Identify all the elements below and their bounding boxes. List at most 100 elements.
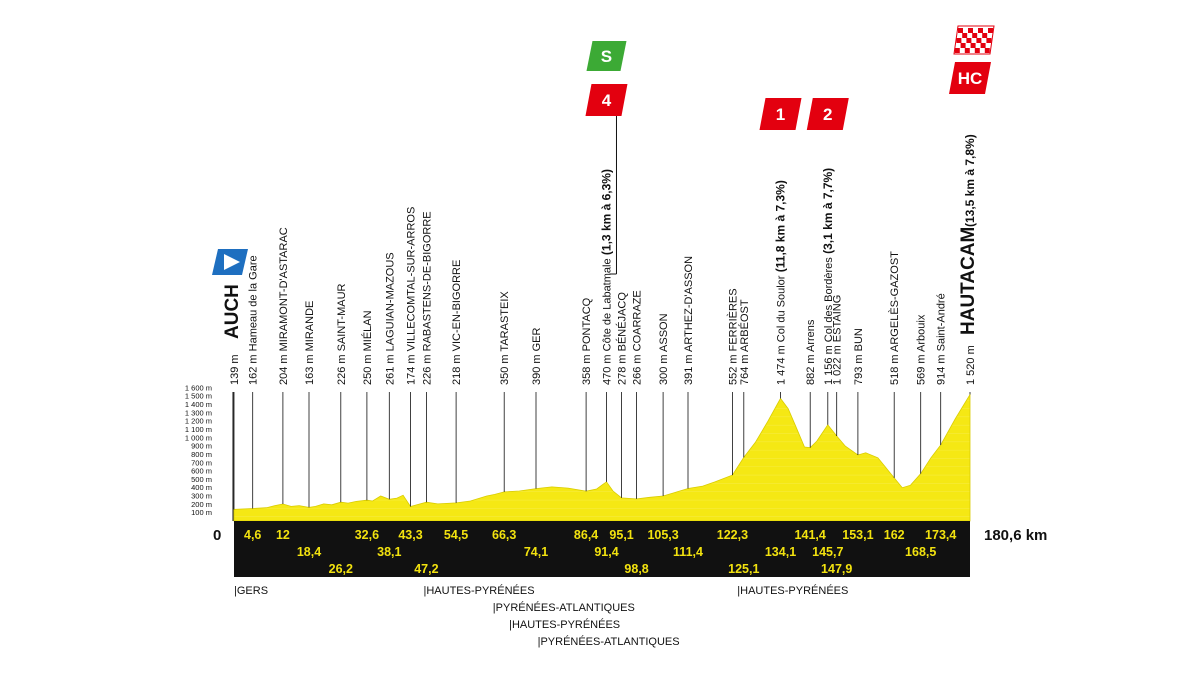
km-label-row1-10: 141,4 — [795, 528, 826, 542]
climb-badge-2-shape — [806, 98, 849, 130]
km-label-row1-4: 54,5 — [444, 528, 468, 542]
climb-badge-4-shape — [585, 84, 628, 116]
department-label-3: |HAUTES-PYRÉNÉES — [509, 618, 620, 631]
climb-badge-1: 1 — [759, 98, 802, 130]
climb-badge-4-text: 4 — [602, 91, 612, 110]
km-label-row1-6: 86,4 — [574, 528, 598, 542]
marker-label-13: 470 m Côte de Labatmale (1,3 km à 6,3%) — [600, 169, 614, 385]
marker-label-6: 261 m LAGUIAN-MAZOUS — [384, 252, 396, 385]
marker-label-7: 174 m VILLECOMTAL-SUR-ARROS — [406, 207, 418, 385]
km-label-row1-1: 12 — [276, 528, 290, 542]
marker-label-28: 1 520 m — [965, 345, 977, 385]
finish-flag-square — [954, 48, 960, 53]
km-label-row2-4: 111,4 — [673, 545, 703, 559]
department-label-4: |PYRÉNÉES-ATLANTIQUES — [538, 635, 680, 648]
marker-climb-detail-22: (3,1 km à 7,7%) — [821, 168, 835, 257]
finish-flag-square — [964, 48, 970, 53]
km-label-row2-2: 74,1 — [524, 545, 548, 559]
km-label-row1-5: 66,3 — [492, 528, 516, 542]
km-label-row1-8: 105,3 — [647, 528, 678, 542]
marker-label-16: 300 m ASSON — [658, 313, 670, 385]
finish-flag-square — [978, 28, 983, 33]
marker-label-5: 250 m MIÉLAN — [361, 310, 374, 385]
department-label-2: |PYRÉNÉES-ATLANTIQUES — [493, 601, 635, 614]
finish-flag-square — [980, 43, 986, 48]
marker-label-14: 278 m BÉNÉJACQ — [616, 292, 629, 385]
marker-label-2: 204 m MIRAMONT-D'ASTARAC — [278, 227, 290, 385]
finish-flag-square — [984, 48, 990, 53]
km-band-bg — [234, 521, 970, 577]
marker-label-27: 914 m Saint-André — [936, 293, 948, 385]
marker-label-22: 1 156 m Col des Bordères (3,1 km à 7,7%) — [821, 168, 835, 385]
climb-badge-HC: HC — [949, 62, 991, 94]
climb-badge-HC-text: HC — [958, 69, 983, 88]
climb-badge-2: 2 — [806, 98, 849, 130]
play-icon — [224, 254, 240, 270]
y-tick-label: 1 400 m — [185, 400, 212, 409]
y-tick-label: 1 600 m — [185, 383, 212, 392]
y-tick-label: 500 m — [191, 475, 212, 484]
km-label-row1-9: 122,3 — [717, 528, 748, 542]
y-tick-label: 1 000 m — [185, 433, 212, 442]
finish-flag-square — [976, 38, 982, 43]
finish-flag-square — [968, 28, 973, 33]
marker-label-26: 569 m Arbouix — [916, 314, 928, 385]
start-km-label: 0 — [213, 527, 221, 544]
climb-badge-1-shape — [759, 98, 802, 130]
end-km-label: 180,6 km — [984, 527, 1047, 544]
y-tick-label: 700 m — [191, 458, 212, 467]
km-label-row3-4: 147,9 — [821, 562, 852, 576]
finish-flag-square — [970, 43, 976, 48]
finish-flag-square — [972, 33, 978, 38]
finish-flag-square — [982, 33, 988, 38]
km-band: 4,6 12 32,6 43,3 54,5 66,3 86,4 95,1 105,3 122,3 1… — [234, 521, 970, 577]
marker-label-18: 552 m FERRIÈRES — [726, 288, 739, 385]
km-label-row3-0: 26,2 — [329, 562, 353, 576]
marker-label-8: 226 m RABASTENS-DE-BIGORRE — [421, 211, 433, 385]
km-label-row2-7: 168,5 — [905, 545, 936, 559]
y-tick-label: 600 m — [191, 467, 212, 476]
km-label-row1-3: 43,3 — [398, 528, 422, 542]
finish-climb-detail: (13,5 km à 7,8%) — [963, 134, 977, 227]
finish-flag-square — [958, 28, 963, 33]
marker-label-4: 226 m SAINT-MAUR — [336, 283, 348, 385]
marker-label-19: 764 m ARBÉOST — [738, 299, 751, 385]
y-tick-label: 800 m — [191, 450, 212, 459]
sprint-badge-shape — [586, 41, 627, 71]
finish-flag-icon — [953, 25, 995, 55]
marker-label-25: 518 m ARGELÈS-GAZOST — [888, 251, 901, 385]
start-badge — [212, 249, 248, 275]
km-label-row3-1: 47,2 — [414, 562, 438, 576]
climb-badge-2-text: 2 — [823, 105, 832, 124]
finish-flag-square — [962, 33, 968, 38]
y-tick-label: 200 m — [191, 500, 212, 509]
sprint-badge: S — [586, 41, 627, 71]
profile-area — [233, 393, 971, 522]
y-tick-label: 300 m — [191, 492, 212, 501]
marker-label-12: 358 m PONTACQ — [581, 297, 593, 385]
sprint-badge-text: S — [601, 47, 612, 66]
marker-climb-detail-13: (1,3 km à 6,3%) — [600, 169, 614, 258]
finish-flag-square — [956, 38, 962, 43]
y-tick-label: 900 m — [191, 442, 212, 451]
y-tick-label: 1 100 m — [185, 425, 212, 434]
km-label-row1-7: 95,1 — [609, 528, 633, 542]
finish-flag-square — [974, 48, 980, 53]
km-label-row1-0: 4,6 — [244, 528, 261, 542]
km-label-row1-2: 32,6 — [355, 528, 379, 542]
km-label-row2-6: 145,7 — [812, 545, 843, 559]
marker-label-1: 162 m Hameau de la Garе — [248, 255, 260, 385]
y-tick-label: 400 m — [191, 483, 212, 492]
km-label-row3-3: 125,1 — [728, 562, 759, 576]
finish-flag-square — [988, 28, 993, 33]
finish-city-name: HAUTACAM — [958, 227, 979, 335]
department-labels: |GERS |HAUTES-PYRÉNÉES |PYRÉNÉES-ATLANTIQU… — [234, 584, 848, 648]
marker-label-0: 139 m — [229, 354, 241, 385]
km-label-row1-12: 162 — [884, 528, 905, 542]
profile-fill — [234, 394, 970, 521]
km-label-row3-2: 98,8 — [624, 562, 648, 576]
climb-badge-4: 4 — [585, 84, 628, 116]
y-tick-label: 100 m — [191, 508, 212, 517]
